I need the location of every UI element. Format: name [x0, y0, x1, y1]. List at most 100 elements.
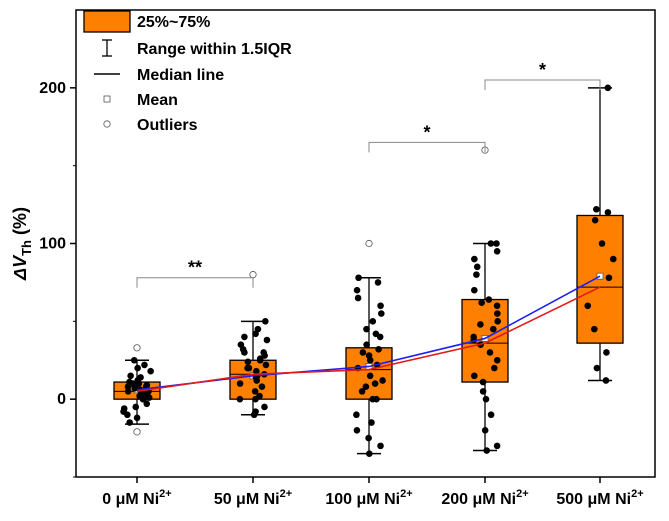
significance-label: ** — [188, 258, 202, 278]
data-point — [358, 388, 366, 395]
x-tick-label-main: 100 μM Ni — [325, 491, 400, 508]
data-point — [377, 310, 385, 317]
legend-swatch-mean — [103, 95, 111, 103]
data-point — [353, 427, 361, 434]
data-point — [598, 240, 606, 247]
legend-entry: Mean — [137, 92, 178, 109]
data-point — [471, 255, 478, 263]
data-point — [593, 364, 601, 372]
legend: 25%~75% Range within 1.5IQR Median line Mea… — [83, 10, 292, 134]
data-point — [263, 336, 271, 344]
data-point — [241, 333, 248, 341]
data-point — [252, 330, 259, 338]
x-tick-label-main: 0 μM Ni — [102, 491, 159, 508]
x-tick-label: 200 μM Ni2+ — [441, 488, 528, 508]
trend-lines — [136, 275, 601, 393]
data-point — [493, 247, 501, 255]
data-point — [485, 296, 493, 303]
data-point — [368, 419, 375, 426]
data-point — [256, 355, 264, 362]
data-point — [137, 374, 144, 381]
median-trend-line — [136, 286, 601, 393]
data-point — [494, 318, 501, 325]
data-point — [471, 372, 478, 380]
data-point — [355, 274, 362, 282]
x-tick-label: 500 μM Ni2+ — [556, 488, 643, 508]
boxes — [113, 87, 624, 455]
data-point — [353, 286, 361, 294]
y-axis-label-main: ΔV — [10, 254, 30, 281]
significance-bracket — [136, 277, 254, 288]
data-point — [256, 392, 263, 400]
data-point — [127, 372, 134, 380]
data-point — [478, 299, 485, 306]
data-point — [145, 394, 153, 401]
data-point — [134, 364, 141, 372]
data-point — [363, 341, 370, 348]
significance-bracket — [368, 141, 486, 153]
significance-bracket — [484, 79, 601, 91]
data-point — [124, 411, 131, 419]
data-point — [366, 450, 373, 457]
data-point — [120, 405, 128, 412]
y-axis-label-subscript: Th — [19, 240, 34, 256]
x-tick-label-superscript: 2+ — [516, 488, 529, 500]
legend-entry: Outliers — [137, 117, 198, 134]
data-point — [494, 310, 501, 317]
data-point — [477, 321, 484, 328]
data-point — [253, 367, 260, 375]
data-point — [584, 302, 592, 310]
y-tick-label: 100 — [39, 236, 66, 253]
legend-swatch-box — [83, 10, 131, 33]
data-point — [141, 361, 148, 369]
x-tick-label: 0 μM Ni2+ — [102, 488, 171, 508]
data-point — [486, 349, 494, 356]
data-point — [236, 395, 244, 403]
data-point — [262, 318, 269, 325]
y-axis-label-unit: (%) — [10, 207, 30, 240]
data-point — [493, 442, 501, 450]
data-point — [139, 395, 147, 403]
data-point — [124, 383, 132, 391]
data-point — [244, 364, 251, 372]
data-point — [374, 279, 382, 286]
data-point — [365, 434, 372, 442]
data-point — [236, 380, 244, 387]
data-point — [363, 325, 370, 333]
data-point — [130, 356, 138, 364]
x-tick-label-main: 500 μM Ni — [556, 491, 631, 508]
data-point — [479, 388, 487, 395]
data-point — [591, 216, 599, 224]
x-tick-label-superscript: 2+ — [159, 488, 172, 500]
data-point — [609, 255, 617, 263]
data-point — [604, 84, 612, 92]
data-point — [487, 411, 495, 419]
data-point — [483, 447, 491, 454]
data-point — [353, 411, 360, 419]
data-point — [366, 372, 374, 380]
x-tick-label-superscript: 2+ — [631, 488, 644, 500]
data-point — [143, 400, 151, 408]
data-point — [124, 388, 132, 395]
legend-swatch-outlier — [103, 120, 111, 128]
y-tick-label: 200 — [39, 80, 66, 97]
data-point — [262, 361, 270, 369]
y-axis-label: ΔVTh (%) — [10, 207, 34, 281]
outlier-point — [133, 344, 141, 352]
data-point — [602, 377, 610, 384]
data-point — [362, 383, 370, 391]
data-point — [244, 358, 252, 366]
legend-entry: Range within 1.5IQR — [137, 41, 292, 58]
data-point — [605, 274, 613, 282]
data-point — [471, 286, 478, 294]
x-tick-label: 50 μM Ni2+ — [214, 488, 292, 508]
data-point — [379, 377, 386, 384]
data-point — [126, 419, 133, 426]
data-point — [482, 395, 490, 403]
data-point — [373, 395, 380, 403]
data-point — [491, 364, 498, 372]
data-point — [241, 349, 248, 356]
x-tick-label-superscript: 2+ — [400, 488, 413, 500]
significance-label: * — [539, 60, 546, 80]
